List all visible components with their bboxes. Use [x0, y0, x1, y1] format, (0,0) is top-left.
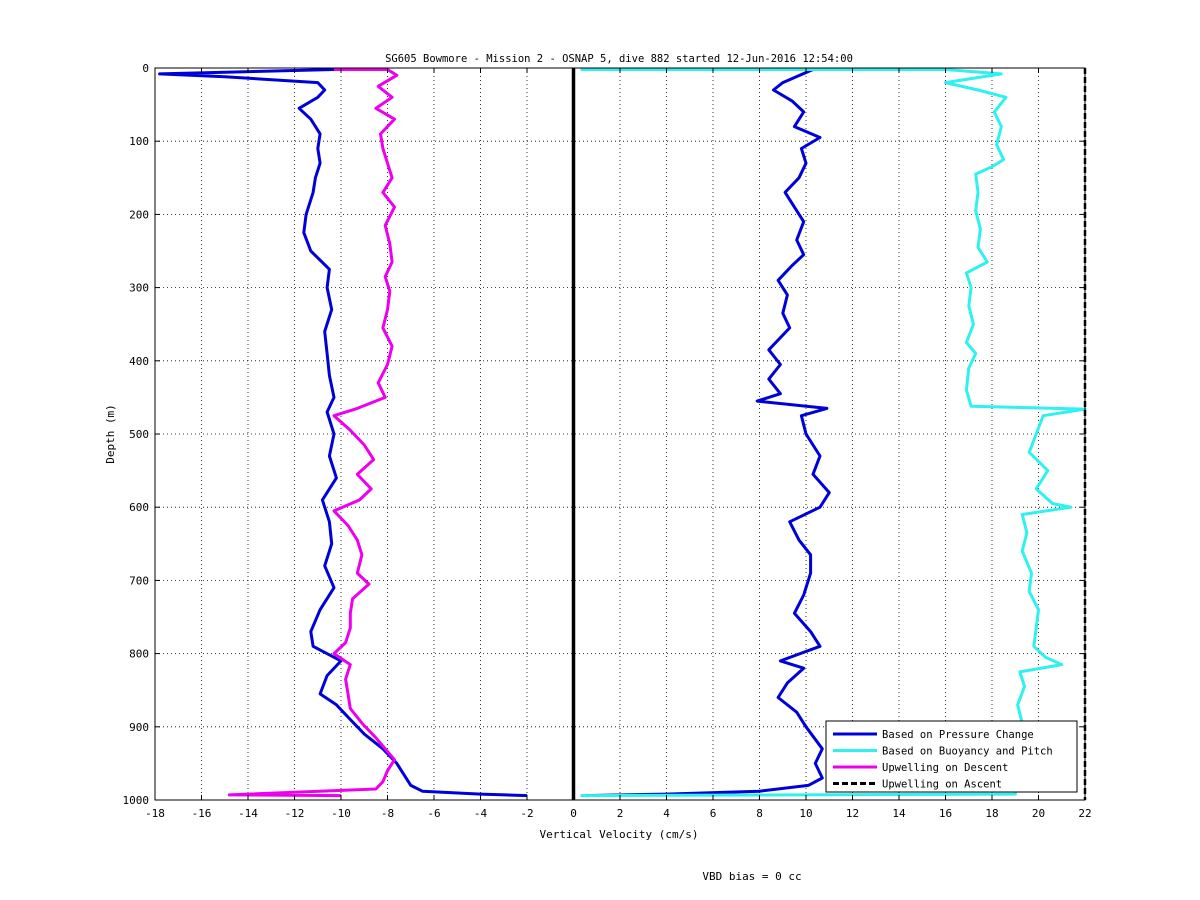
x-tick-label: -14: [238, 807, 258, 820]
series-line-3: [227, 68, 399, 798]
x-tick-label: 12: [846, 807, 859, 820]
x-tick-label: 6: [710, 807, 717, 820]
y-tick-label: 300: [129, 282, 149, 295]
legend-label: Upwelling on Ascent: [882, 779, 1002, 791]
x-tick-label: 18: [985, 807, 998, 820]
y-tick-label: 200: [129, 208, 149, 221]
x-tick-label: 10: [799, 807, 812, 820]
x-tick-label: 4: [663, 807, 670, 820]
grid-lines: [155, 68, 1085, 800]
x-axis-label: Vertical Velocity (cm/s): [540, 828, 699, 841]
y-tick-label: 700: [129, 574, 149, 587]
chart-title: SG605 Bowmore - Mission 2 - OSNAP 5, div…: [385, 53, 853, 65]
x-tick-label: 0: [570, 807, 577, 820]
x-tick-label: 16: [939, 807, 952, 820]
legend: Based on Pressure Change Based on Buoyanc…: [825, 720, 1078, 793]
x-tick-label: -6: [427, 807, 440, 820]
x-tick-label: -16: [192, 807, 212, 820]
y-axis-label: Depth (m): [104, 404, 117, 464]
x-tick-label: 20: [1032, 807, 1045, 820]
series-line-2: [580, 68, 1087, 798]
legend-label: Based on Buoyancy and Pitch: [882, 746, 1053, 758]
x-tick-label: -12: [285, 807, 305, 820]
x-tick-label: -2: [520, 807, 533, 820]
y-tick-label: 1000: [123, 794, 150, 807]
y-tick-label: 400: [129, 355, 149, 368]
footer-text: VBD bias = 0 cc: [702, 870, 801, 883]
series-line-1: [585, 68, 831, 798]
y-tick-label: 100: [129, 135, 149, 148]
x-tick-label: -4: [474, 807, 488, 820]
legend-items: Based on Pressure Change Based on Buoyanc…: [833, 729, 1053, 791]
axis-ticks: -18 -16 -14 -12 -10 -8 -6 -4 -2 0 2 4 6 8 10 12 14 16 18 20…: [123, 62, 1092, 820]
x-tick-label: 8: [756, 807, 763, 820]
legend-label: Upwelling on Descent: [882, 762, 1008, 774]
y-tick-label: 900: [129, 721, 149, 734]
series-line-0: [158, 68, 528, 798]
y-tick-label: 600: [129, 501, 149, 514]
x-tick-label: 22: [1078, 807, 1091, 820]
x-tick-label: -18: [145, 807, 165, 820]
x-tick-label: 2: [617, 807, 624, 820]
y-tick-label: 500: [129, 428, 149, 441]
series-lines: [158, 68, 1087, 800]
legend-label: Based on Pressure Change: [882, 729, 1034, 741]
y-tick-label: 0: [142, 62, 149, 75]
x-tick-label: 14: [892, 807, 906, 820]
x-tick-label: -8: [381, 807, 394, 820]
y-tick-label: 800: [129, 648, 149, 661]
x-tick-label: -10: [331, 807, 351, 820]
